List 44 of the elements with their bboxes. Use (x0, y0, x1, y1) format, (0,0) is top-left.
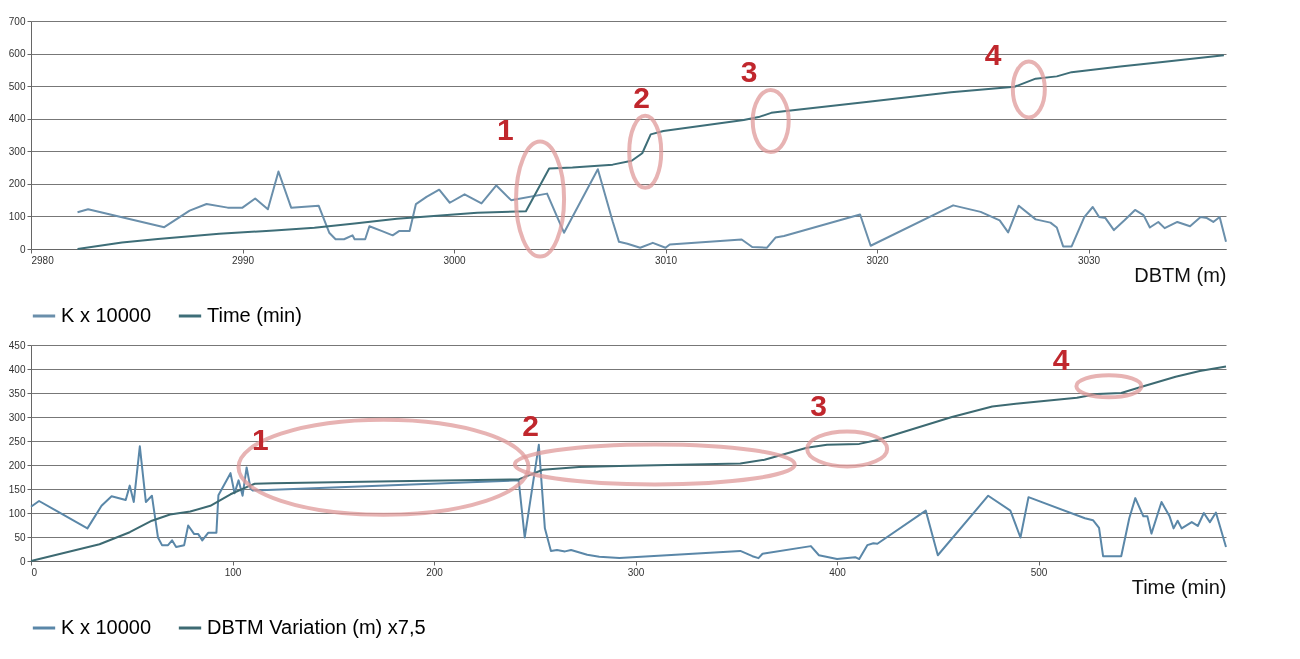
x-tick-label: 300 (627, 566, 645, 578)
y-tick-label: 450 (8, 339, 26, 351)
x-tick-label: 3010 (654, 254, 678, 266)
annotation: 3 (740, 54, 758, 88)
x-tick-label: 2980 (31, 254, 55, 266)
y-tick-label: 100 (8, 507, 26, 519)
y-tick-label: 100 (8, 210, 26, 222)
x-tick-label: 3030 (1077, 254, 1101, 266)
y-tick-label: 150 (8, 483, 26, 495)
y-tick-label: 200 (8, 178, 26, 190)
y-tick-label: 400 (8, 113, 26, 125)
y-tick-label: 0 (19, 555, 26, 567)
annotation: 1 (497, 112, 514, 146)
x-tick-label: 2990 (231, 254, 255, 266)
y-tick-label: 250 (8, 435, 26, 447)
y-tick-label: 300 (8, 145, 26, 157)
legend-label: K x 10000 (61, 616, 152, 638)
line-series (76, 168, 1227, 249)
x-tick-label: 100 (224, 566, 242, 578)
y-tick-label: 350 (8, 387, 26, 399)
annotation: 2 (522, 408, 539, 442)
x-tick-label: 3020 (866, 254, 890, 266)
y-tick-label: 600 (8, 48, 26, 60)
y-tick-label: 700 (8, 15, 26, 27)
x-tick-label: 400 (829, 566, 847, 578)
x-tick-label: 500 (1030, 566, 1048, 578)
annotation: 1 (252, 422, 269, 456)
y-tick-label: 400 (8, 363, 26, 375)
y-tick-label: 200 (8, 459, 26, 471)
y-tick-label: 50 (14, 531, 26, 543)
y-tick-label: 500 (8, 80, 26, 92)
x-axis-title: DBTM (m) (1134, 263, 1227, 286)
annotation: 3 (810, 389, 827, 423)
x-tick-label: 3000 (443, 254, 467, 266)
x-tick-label: 200 (426, 566, 444, 578)
legend-label: DBTM Variation (m) x7,5 (207, 616, 426, 638)
y-tick-label: 300 (8, 411, 26, 423)
legend-label: K x 10000 (61, 304, 152, 326)
x-axis-title: Time (min) (1131, 575, 1227, 598)
annotation: 4 (1052, 342, 1070, 376)
y-tick-label: 0 (19, 243, 26, 255)
legend-label: Time (min) (207, 304, 302, 326)
annotation: 2 (633, 80, 650, 114)
x-tick-label: 0 (31, 566, 38, 578)
